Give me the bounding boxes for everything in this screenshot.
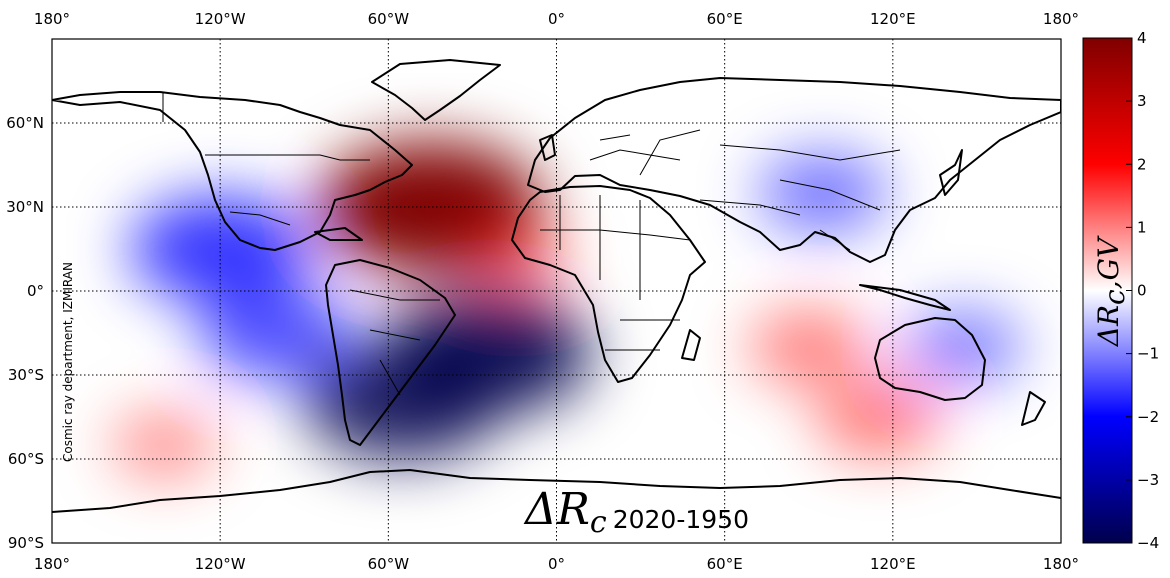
japan-coastline <box>939 149 963 196</box>
anomaly-south-pacific-negative <box>199 286 354 380</box>
greenland-coastline <box>371 59 501 121</box>
lon-tick-label-top: 120°E <box>870 10 916 28</box>
north-america-coastline <box>52 91 413 251</box>
lon-tick-label-top: 60°E <box>707 10 743 28</box>
lat-labels: 60°N 30°N 0° 30°S 60°S 90°S <box>6 114 44 552</box>
lon-tick-label-bottom: 60°W <box>368 555 410 573</box>
africa-borders <box>540 195 691 351</box>
lon-labels-bottom: 180° 120°W 60°W 0° 60°E 120°E 180° <box>34 555 1079 573</box>
colorbar-tick-label: −2 <box>1137 408 1159 426</box>
lon-tick-label-bottom: 120°W <box>195 555 246 573</box>
anomaly-asia-negative <box>758 153 888 233</box>
lon-labels-top: 180° 120°W 60°W 0° 60°E 120°E 180° <box>34 10 1079 28</box>
south-america-coastline <box>325 259 456 446</box>
colorbar-ticks: 4 3 2 1 0 −1 −2 −3 −4 <box>1126 29 1159 552</box>
cuba-coastline <box>314 227 363 241</box>
colorbar-subscript: c <box>1098 289 1131 305</box>
lat-tick-label: 60°S <box>8 450 44 468</box>
colorbar-label: ΔRc,GV <box>1092 235 1131 347</box>
colorbar-tick-label: 2 <box>1137 155 1147 173</box>
title-symbol: ΔR <box>523 484 590 535</box>
country-borders <box>162 92 901 396</box>
us-canada-border <box>205 154 370 161</box>
map-frame <box>51 38 1062 544</box>
title-subscript: c <box>590 505 607 540</box>
uk-coastline <box>539 134 556 161</box>
lon-tick-label-top: 0° <box>548 10 565 28</box>
colorbar-unit: ,GV <box>1092 235 1125 289</box>
lon-tick-label-bottom: 120°E <box>870 555 916 573</box>
us-mexico-border <box>229 211 291 226</box>
colorbar-tick-label: 0 <box>1137 282 1147 300</box>
lon-tick-label-top: 180° <box>1043 10 1079 28</box>
colorbar-tick-label: −1 <box>1137 345 1159 363</box>
colorbar-tick-label: −3 <box>1137 471 1159 489</box>
lon-tick-label-bottom: 180° <box>34 555 70 573</box>
asia-borders <box>699 179 881 251</box>
graticule <box>52 39 1061 543</box>
colorbar-tick-label: 1 <box>1137 218 1147 236</box>
lon-tick-label-top: 60°W <box>368 10 410 28</box>
anomaly-northwest-africa-positive <box>460 223 569 292</box>
lon-tick-label-bottom: 60°E <box>707 555 743 573</box>
lat-tick-label: 90°S <box>8 534 44 552</box>
map-title: ΔRc 2020-1950 <box>523 484 749 540</box>
anomaly-southwest-pacific-positive <box>112 412 216 478</box>
south-america-borders <box>349 289 440 396</box>
title-period: 2020-1950 <box>613 505 749 534</box>
lat-tick-label: 60°N <box>6 114 44 132</box>
anomaly-indian-ocean-positive <box>749 310 869 384</box>
colorbar-tick-label: 3 <box>1137 92 1147 110</box>
colorbar: 4 3 2 1 0 −1 −2 −3 −4 ΔRc,GV <box>1082 29 1159 552</box>
europe-asia-coastline <box>527 77 1061 263</box>
anomaly-east-australia-negative <box>903 310 1023 384</box>
lon-tick-label-bottom: 0° <box>548 555 565 573</box>
lat-tick-label: 30°N <box>6 198 44 216</box>
europe-borders <box>589 129 901 176</box>
new-zealand-coastline <box>1021 391 1046 426</box>
australia-coastline <box>874 317 986 401</box>
credit-text: Cosmic ray department, IZMIRAN <box>61 262 75 462</box>
anomaly-south-america-negative <box>305 345 500 461</box>
colorbar-gradient <box>1082 37 1133 544</box>
africa-coastline <box>511 185 706 383</box>
lat-tick-label: 30°S <box>8 366 44 384</box>
colorbar-symbol: ΔR <box>1092 305 1125 347</box>
anomaly-east-pacific-negative <box>130 195 310 303</box>
colorbar-tick-label: −4 <box>1137 534 1159 552</box>
anomaly-south-of-australia-positive <box>816 379 941 455</box>
colorbar-tick-label: 4 <box>1137 29 1147 47</box>
map-area <box>51 38 1062 544</box>
madagascar-coastline <box>681 329 701 361</box>
lon-tick-label-top: 120°W <box>195 10 246 28</box>
lon-tick-label-bottom: 180° <box>1043 555 1079 573</box>
lon-tick-label-top: 180° <box>34 10 70 28</box>
lat-tick-label: 0° <box>27 282 44 300</box>
